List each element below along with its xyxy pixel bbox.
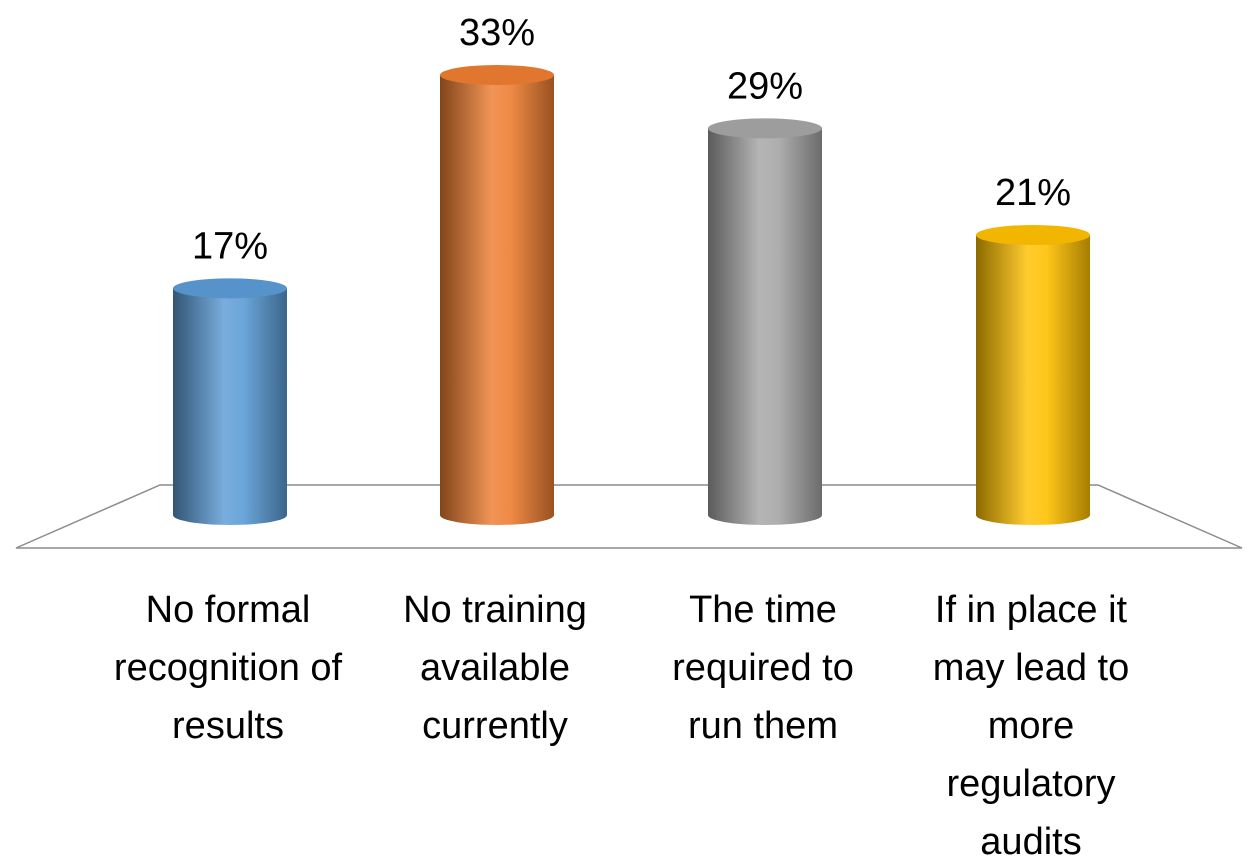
bar-body bbox=[173, 288, 287, 525]
category-label-group: No formal recognition of results No trainin… bbox=[114, 589, 1129, 861]
bar-top bbox=[173, 278, 287, 299]
category-label: If in place it may lead to more regulatory a… bbox=[933, 589, 1129, 861]
bar-body bbox=[708, 128, 822, 526]
bar-top bbox=[976, 225, 1090, 245]
category-label: The time required to run them bbox=[672, 589, 854, 747]
bar-top bbox=[708, 118, 822, 139]
bar bbox=[708, 118, 822, 526]
data-label-group: 17% 33% 29% 21% bbox=[192, 12, 1071, 267]
data-label: 29% bbox=[727, 65, 803, 107]
data-label: 17% bbox=[192, 225, 268, 267]
bar-top bbox=[440, 65, 554, 85]
data-label: 21% bbox=[995, 172, 1071, 214]
bar-group bbox=[173, 65, 1090, 526]
bar bbox=[976, 225, 1090, 525]
bar bbox=[440, 65, 554, 525]
category-label: No training available currently bbox=[403, 589, 587, 747]
bar-body bbox=[440, 75, 554, 525]
chart-floor bbox=[15, 484, 1243, 549]
bar bbox=[173, 278, 287, 525]
bar-body bbox=[976, 235, 1090, 525]
category-label: No formal recognition of results bbox=[114, 589, 343, 747]
data-label: 33% bbox=[459, 12, 535, 54]
